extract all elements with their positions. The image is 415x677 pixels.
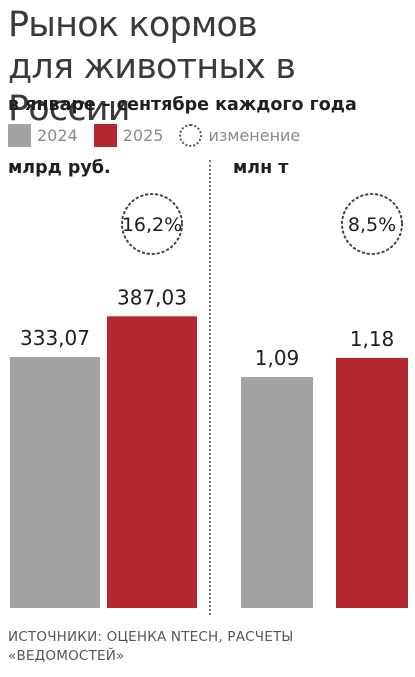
source-line-2: «ВЕДОМОСТЕЙ» [8,648,125,664]
chart-subtitle: в январе – сентябре каждого года [8,95,357,115]
bar-rub-2025 [107,316,197,608]
dotted-circle-icon [179,123,203,147]
bar-tonnes-2024 [241,377,313,608]
legend-label-2024: 2024 [37,125,78,145]
value-label-tonnes-2024: 1,09 [255,346,300,370]
bar-chart: 333,07 387,03 16,2% 1,09 1,18 8,5% [10,193,408,608]
legend-label-change: изменение [208,125,301,145]
change-label-rub: 16,2% [122,214,182,236]
legend-swatch-2024 [8,123,31,147]
change-circle-tonnes [341,193,403,255]
source-note: ИСТОЧНИКИ: ОЦЕНКА NTECH, РАСЧЕТЫ «ВЕДОМО… [8,628,408,666]
legend-swatch-2025 [93,123,117,147]
unit-label-left: млрд руб. [8,158,111,178]
unit-label-right: млн т [233,158,289,178]
change-label-tonnes: 8,5% [348,214,396,236]
change-circle-rub [121,193,183,255]
source-line-1: ИСТОЧНИКИ: ОЦЕНКА NTECH, РАСЧЕТЫ [8,629,294,645]
bar-rub-2024 [10,357,100,608]
value-label-tonnes-2025: 1,18 [350,327,395,351]
bar-tonnes-2025 [336,357,408,608]
title-line-2: для животных в России [8,47,296,129]
title-line-1: Рынок кормов [8,5,258,45]
legend: 2024 2025 изменение [8,123,300,147]
panel-divider [209,160,211,615]
value-label-rub-2024: 333,07 [20,326,90,350]
value-label-rub-2025: 387,03 [117,285,187,309]
legend-label-2025: 2025 [122,125,164,145]
chart-title: Рынок кормов для животных в России [8,4,408,130]
